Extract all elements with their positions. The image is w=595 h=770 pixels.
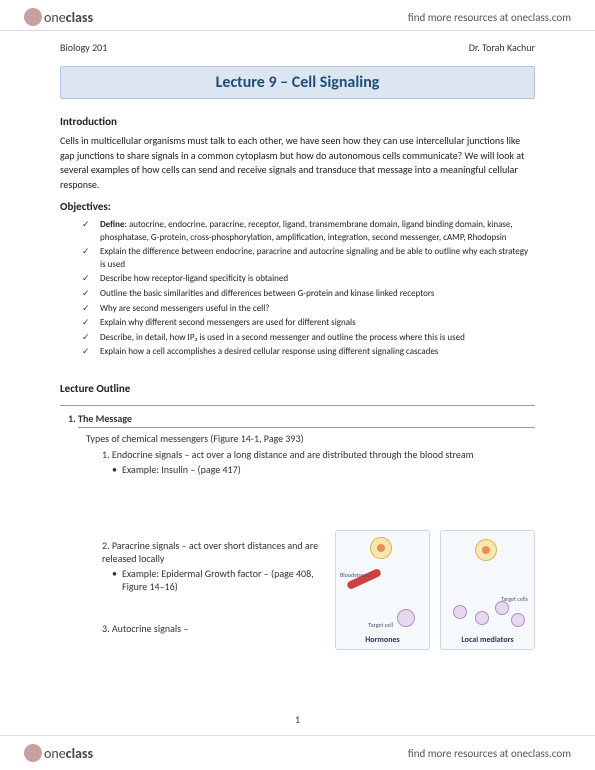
- lecture-title: Lecture 9 – Cell Signaling: [61, 73, 534, 92]
- objective-define-label: Define: [100, 219, 125, 230]
- footer-resources-link[interactable]: find more resources at oneclass.com: [408, 747, 571, 760]
- objective-item: Define: autocrine, endocrine, paracrine,…: [88, 219, 535, 244]
- target-cell-icon: [475, 611, 489, 625]
- endocrine-example: Example: Insulin – (page 417): [60, 463, 535, 476]
- objective-item: Outline the basic similarities and diffe…: [88, 288, 535, 301]
- target-cells-label: Target cells: [501, 595, 528, 603]
- objective-item: Describe how receptor-ligand specificity…: [88, 273, 535, 286]
- top-header: oneclass find more resources at oneclass…: [0, 0, 595, 31]
- objective-item: Explain the difference between endocrine…: [88, 246, 535, 271]
- objective-item: Explain why different second messengers …: [88, 317, 535, 330]
- target-cell-icon: [511, 613, 525, 627]
- bottom-footer: oneclass find more resources at oneclass…: [0, 735, 595, 770]
- intro-heading: Introduction: [60, 115, 535, 128]
- objective-text: : autocrine, endocrine, paracrine, recep…: [100, 219, 513, 243]
- course-header-row: Biology 201 Dr. Torah Kachur: [60, 41, 535, 54]
- outline-list: The Message: [60, 412, 535, 425]
- brand-name: oneclass: [44, 9, 93, 26]
- objective-item: Why are second messengers useful in the …: [88, 303, 535, 316]
- logo-icon: [24, 744, 42, 762]
- header-resources-link[interactable]: find more resources at oneclass.com: [408, 11, 571, 24]
- brand-name-footer: oneclass: [44, 745, 93, 762]
- signaling-figure: Bloodstream Target cell Hormones Target …: [335, 530, 535, 650]
- brand-name-bold: class: [66, 745, 93, 762]
- secreting-cell-icon: [370, 537, 392, 559]
- outline-subheading: Types of chemical messengers (Figure 14-…: [60, 432, 535, 445]
- lecture-title-box: Lecture 9 – Cell Signaling: [60, 66, 535, 99]
- paracrine-example: Example: Epidermal Growth factor – (page…: [60, 567, 320, 593]
- target-cell-icon: [495, 601, 509, 615]
- brand-name-light: one: [44, 9, 66, 26]
- objective-item: Describe, in detail, how IP₃ is used in …: [88, 332, 535, 345]
- lecture-outline-heading: Lecture Outline: [60, 382, 535, 395]
- outline-sub-divider: [78, 427, 535, 428]
- intro-paragraph: Cells in multicellular organisms must ta…: [60, 134, 535, 192]
- brand-name-bold: class: [66, 9, 93, 26]
- bloodstream-label: Bloodstream: [340, 571, 371, 579]
- course-code: Biology 201: [60, 41, 107, 54]
- objectives-list: Define: autocrine, endocrine, paracrine,…: [60, 219, 535, 359]
- figure-panel-hormones: Bloodstream Target cell Hormones: [335, 530, 430, 650]
- objective-item: Explain how a cell accomplishes a desire…: [88, 346, 535, 359]
- figure-panel-local: Target cells Local mediators: [440, 530, 535, 650]
- brand-logo-footer[interactable]: oneclass: [24, 744, 93, 762]
- figure-label-local: Local mediators: [461, 635, 513, 645]
- target-cell-label: Target cell: [368, 621, 393, 629]
- secreting-cell-icon: [475, 539, 497, 561]
- objectives-heading: Objectives:: [60, 200, 535, 213]
- target-cell-icon: [397, 609, 415, 627]
- outline-divider: [60, 405, 535, 406]
- target-cell-icon: [453, 605, 467, 619]
- logo-icon: [24, 8, 42, 26]
- paracrine-line: 2. Paracrine signals – act over short di…: [60, 539, 320, 565]
- brand-name-light: one: [44, 745, 66, 762]
- outline-item-message: The Message: [78, 412, 535, 425]
- brand-logo[interactable]: oneclass: [24, 8, 93, 26]
- page-number: 1: [295, 713, 300, 726]
- figure-label-hormones: Hormones: [365, 635, 400, 645]
- instructor-name: Dr. Torah Kachur: [469, 41, 535, 54]
- endocrine-line: 1. Endocrine signals – act over a long d…: [60, 448, 535, 461]
